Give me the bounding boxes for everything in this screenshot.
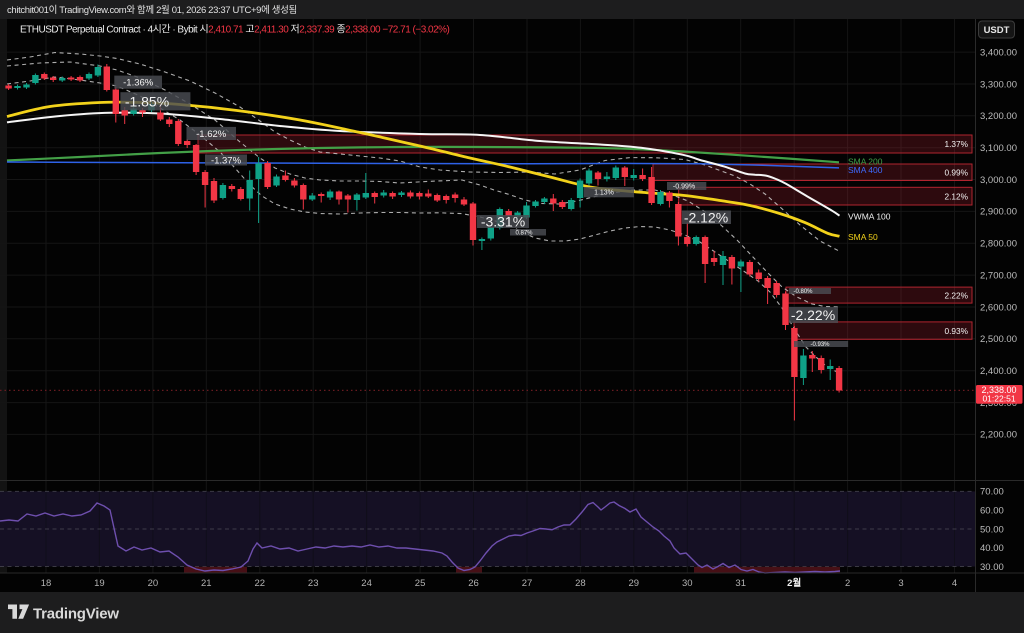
svg-text:SMA 50: SMA 50 xyxy=(848,232,878,242)
svg-text:2.12%: 2.12% xyxy=(944,191,968,201)
svg-text:1.37%: 1.37% xyxy=(944,139,968,149)
svg-text:USDT: USDT xyxy=(984,25,1010,36)
svg-text:3,300.00: 3,300.00 xyxy=(980,79,1017,90)
svg-text:25: 25 xyxy=(415,578,426,589)
svg-text:-0.80%: -0.80% xyxy=(793,289,813,295)
svg-text:2,200.00: 2,200.00 xyxy=(980,430,1017,441)
svg-text:-2.22%: -2.22% xyxy=(791,307,835,323)
svg-text:VWMA 100: VWMA 100 xyxy=(848,212,891,222)
svg-text:26: 26 xyxy=(468,578,479,589)
svg-text:-3.31%: -3.31% xyxy=(481,214,525,230)
svg-text:24: 24 xyxy=(361,578,372,589)
svg-text:29: 29 xyxy=(629,578,640,589)
svg-text:2,338.00: 2,338.00 xyxy=(981,385,1016,395)
svg-text:2,500.00: 2,500.00 xyxy=(980,334,1017,345)
svg-text:-1.36%: -1.36% xyxy=(123,78,154,89)
svg-text:ETHUSDT Perpetual Contract · 4: ETHUSDT Perpetual Contract · 4시간 · Bybit… xyxy=(20,24,450,36)
svg-text:1.13%: 1.13% xyxy=(594,190,614,197)
svg-text:18: 18 xyxy=(41,578,52,589)
svg-text:-1.37%: -1.37% xyxy=(211,155,242,166)
svg-text:70.00: 70.00 xyxy=(980,487,1004,498)
svg-text:2,900.00: 2,900.00 xyxy=(980,207,1017,218)
svg-text:3,200.00: 3,200.00 xyxy=(980,111,1017,122)
svg-text:SMA 200: SMA 200 xyxy=(848,157,883,167)
svg-text:2,600.00: 2,600.00 xyxy=(980,302,1017,313)
svg-text:-1.85%: -1.85% xyxy=(125,93,169,109)
svg-text:23: 23 xyxy=(308,578,319,589)
svg-text:20: 20 xyxy=(148,578,159,589)
svg-text:2월: 2월 xyxy=(787,577,801,589)
svg-text:0.87%: 0.87% xyxy=(515,230,533,236)
svg-text:30: 30 xyxy=(682,578,693,589)
svg-text:40.00: 40.00 xyxy=(980,543,1004,554)
svg-text:-2.12%: -2.12% xyxy=(684,209,728,225)
svg-text:01:22:51: 01:22:51 xyxy=(982,394,1015,404)
svg-text:2: 2 xyxy=(845,578,850,589)
svg-text:3: 3 xyxy=(898,578,903,589)
svg-text:60.00: 60.00 xyxy=(980,506,1004,517)
svg-text:-0.99%: -0.99% xyxy=(673,184,695,191)
svg-text:2.22%: 2.22% xyxy=(944,290,968,300)
svg-text:2,800.00: 2,800.00 xyxy=(980,239,1017,250)
svg-text:28: 28 xyxy=(575,578,586,589)
svg-text:SMA 400: SMA 400 xyxy=(848,165,883,175)
svg-text:0.93%: 0.93% xyxy=(944,326,968,336)
svg-text:TradingView: TradingView xyxy=(33,606,119,623)
svg-text:21: 21 xyxy=(201,578,212,589)
svg-text:-1.62%: -1.62% xyxy=(196,129,227,140)
svg-text:27: 27 xyxy=(522,578,533,589)
svg-text:50.00: 50.00 xyxy=(980,524,1004,535)
svg-text:2,400.00: 2,400.00 xyxy=(980,366,1017,377)
svg-text:22: 22 xyxy=(255,578,266,589)
svg-text:3,100.00: 3,100.00 xyxy=(980,143,1017,154)
svg-text:30.00: 30.00 xyxy=(980,562,1004,573)
svg-text:-0.93%: -0.93% xyxy=(810,342,830,348)
svg-text:31: 31 xyxy=(735,578,746,589)
svg-text:4: 4 xyxy=(952,578,957,589)
svg-text:3,000.00: 3,000.00 xyxy=(980,175,1017,186)
svg-text:3,400.00: 3,400.00 xyxy=(980,47,1017,58)
svg-text:2,700.00: 2,700.00 xyxy=(980,270,1017,281)
svg-text:chitchit001이 TradingView.com와: chitchit001이 TradingView.com와 함께 2월 01, … xyxy=(7,4,297,16)
svg-text:19: 19 xyxy=(94,578,105,589)
svg-text:0.99%: 0.99% xyxy=(944,167,968,177)
